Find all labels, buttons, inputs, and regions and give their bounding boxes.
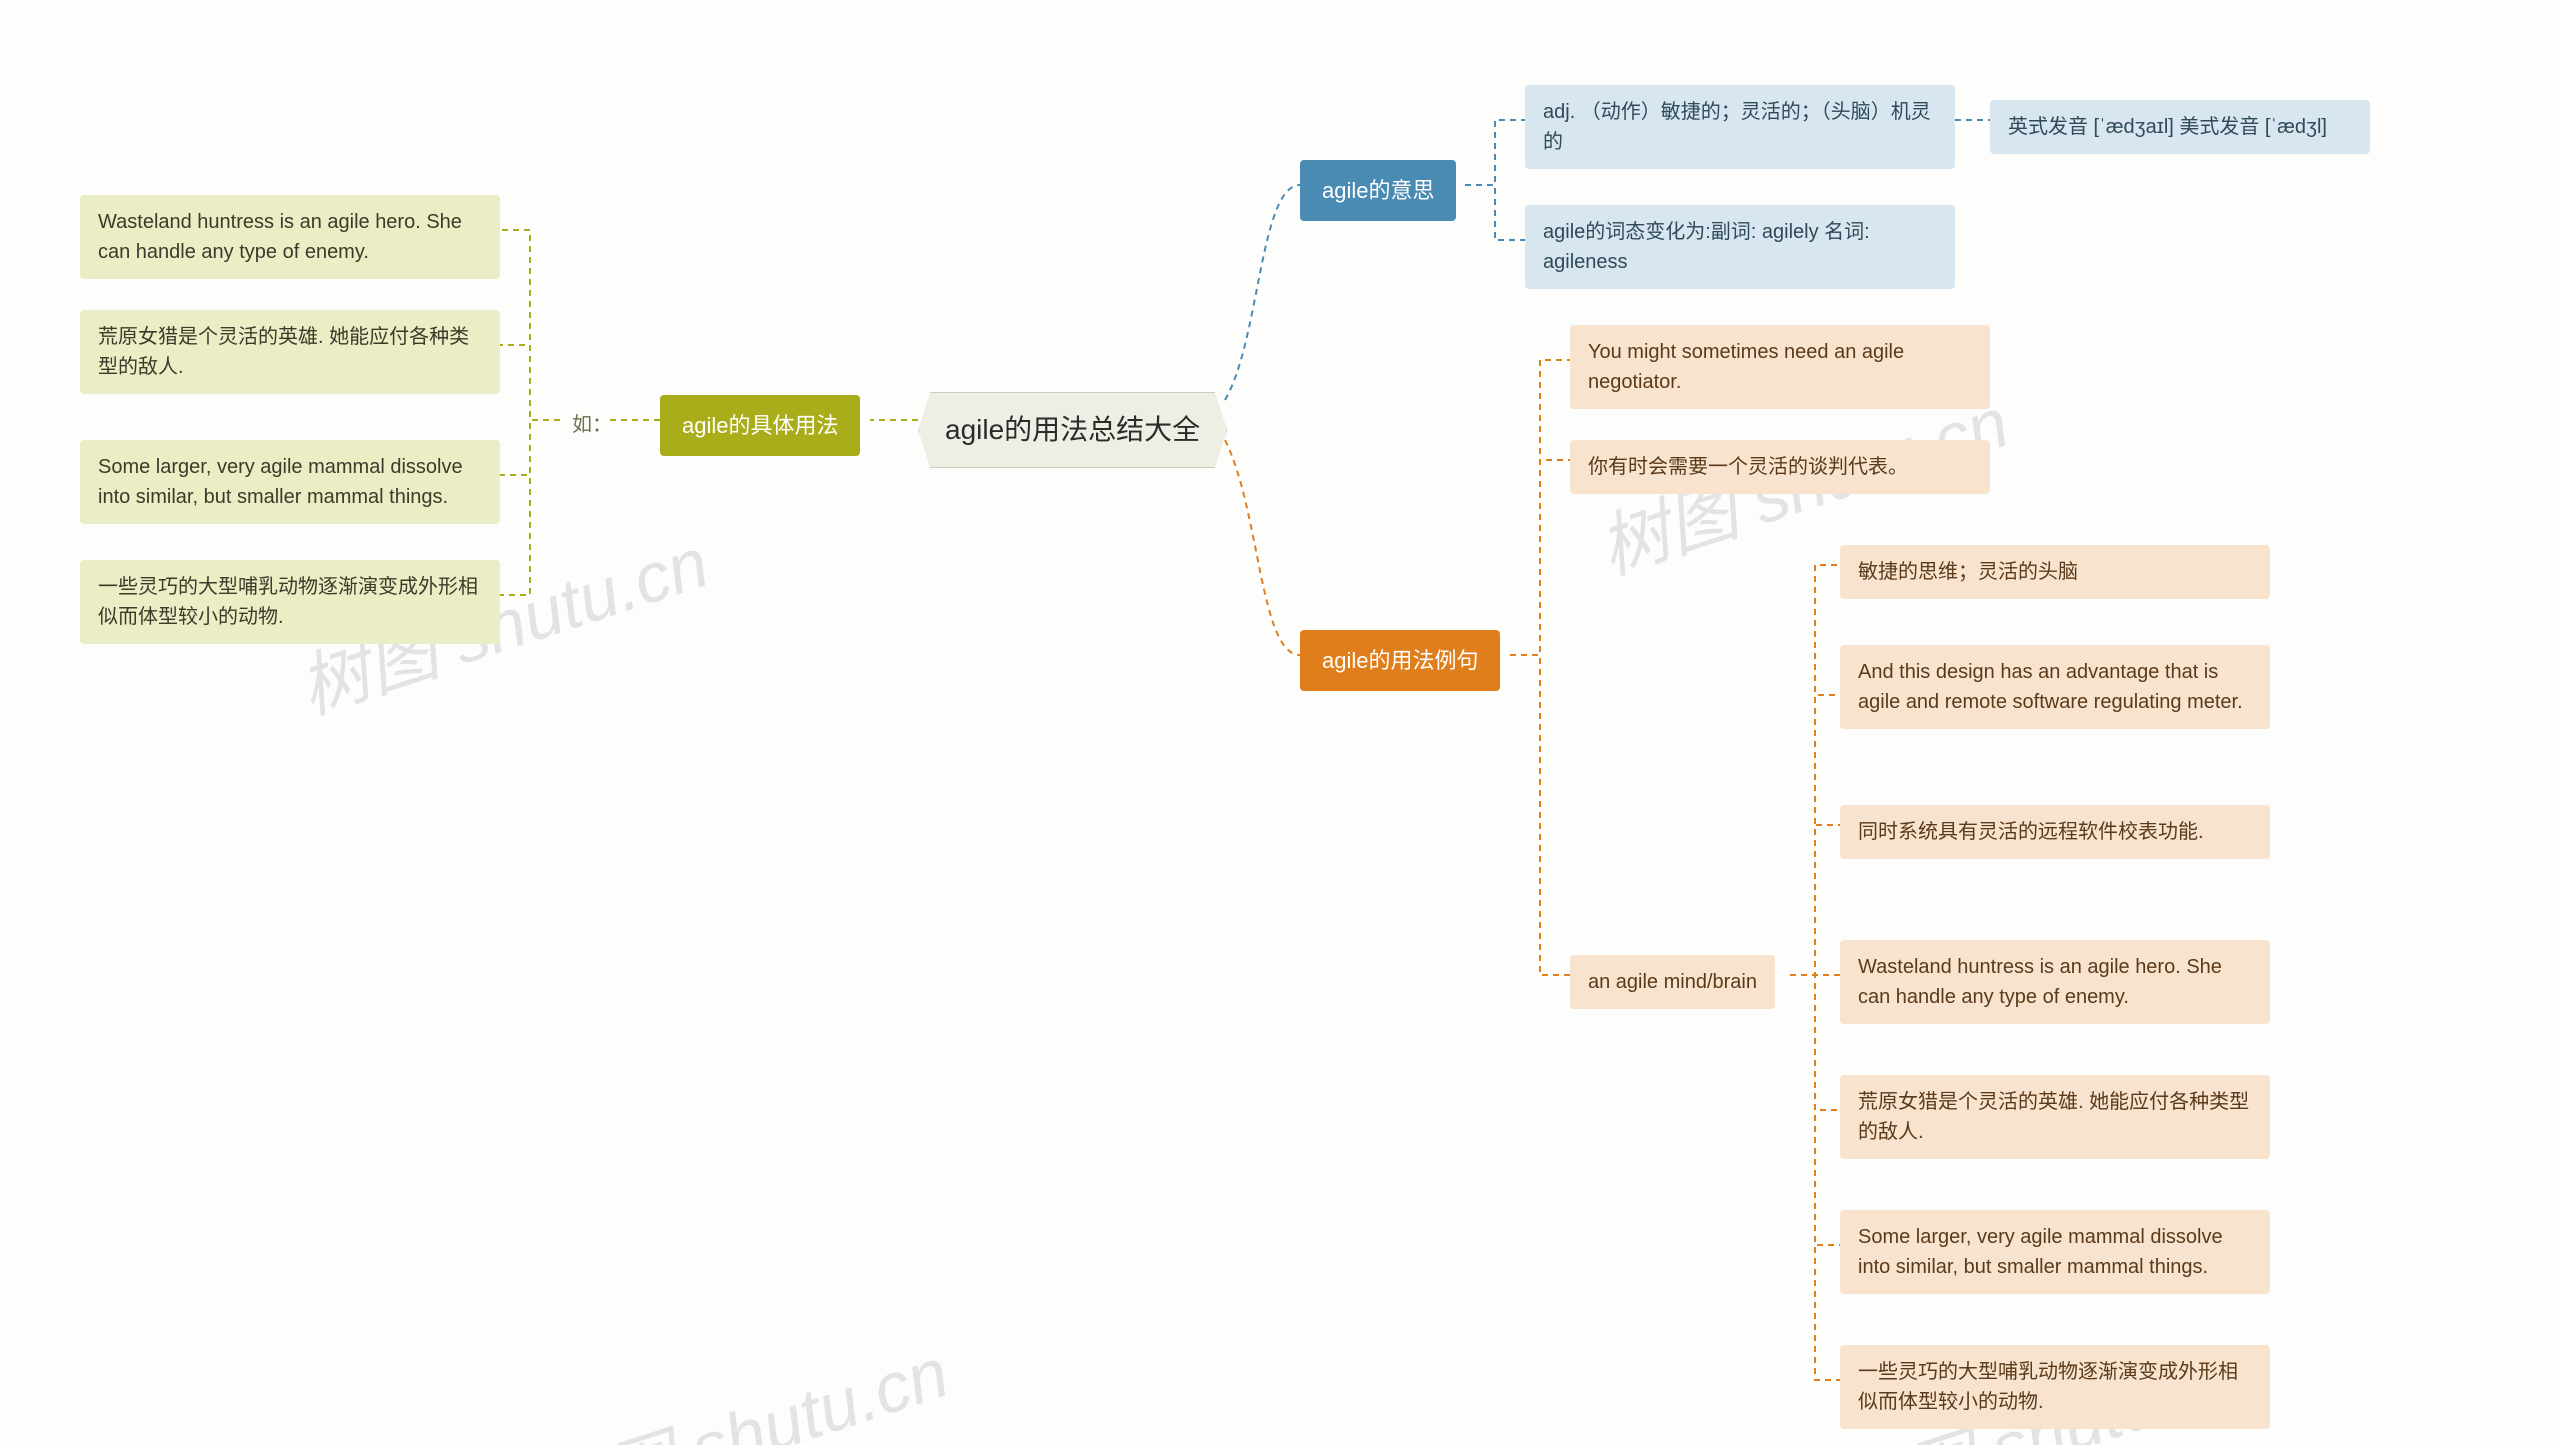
branch-examples[interactable]: agile的用法例句 [1300, 630, 1500, 691]
leaf-meaning-pron: 英式发音 [ˈædʒaɪl] 美式发音 [ˈædʒl] [1990, 100, 2370, 154]
leaf-sub-4: 荒原女猎是个灵活的英雄. 她能应付各种类型的敌人. [1840, 1075, 2270, 1159]
root-node[interactable]: agile的用法总结大全 [918, 392, 1227, 468]
leaf-sub-0: 敏捷的思维；灵活的头脑 [1840, 545, 2270, 599]
leaf-ex-1: 你有时会需要一个灵活的谈判代表。 [1570, 440, 1990, 494]
sub-eg: 如： [560, 402, 624, 448]
leaf-ex-0: You might sometimes need an agile negoti… [1570, 325, 1990, 409]
leaf-meaning-0: adj. （动作）敏捷的；灵活的；（头脑）机灵的 [1525, 85, 1955, 169]
sub-mindbrain: an agile mind/brain [1570, 955, 1775, 1009]
watermark: 树图 shutu.cn [525, 1317, 960, 1445]
branch-meaning[interactable]: agile的意思 [1300, 160, 1456, 221]
leaf-sub-6: 一些灵巧的大型哺乳动物逐渐演变成外形相似而体型较小的动物. [1840, 1345, 2270, 1429]
leaf-usage-0: Wasteland huntress is an agile hero. She… [80, 195, 500, 279]
leaf-sub-2: 同时系统具有灵活的远程软件校表功能. [1840, 805, 2270, 859]
branch-usage[interactable]: agile的具体用法 [660, 395, 860, 456]
leaf-meaning-1: agile的词态变化为:副词: agilely 名词: agileness [1525, 205, 1955, 289]
leaf-sub-3: Wasteland huntress is an agile hero. She… [1840, 940, 2270, 1024]
leaf-usage-2: Some larger, very agile mammal dissolve … [80, 440, 500, 524]
leaf-usage-3: 一些灵巧的大型哺乳动物逐渐演变成外形相似而体型较小的动物. [80, 560, 500, 644]
leaf-sub-1: And this design has an advantage that is… [1840, 645, 2270, 729]
leaf-usage-1: 荒原女猎是个灵活的英雄. 她能应付各种类型的敌人. [80, 310, 500, 394]
leaf-sub-5: Some larger, very agile mammal dissolve … [1840, 1210, 2270, 1294]
